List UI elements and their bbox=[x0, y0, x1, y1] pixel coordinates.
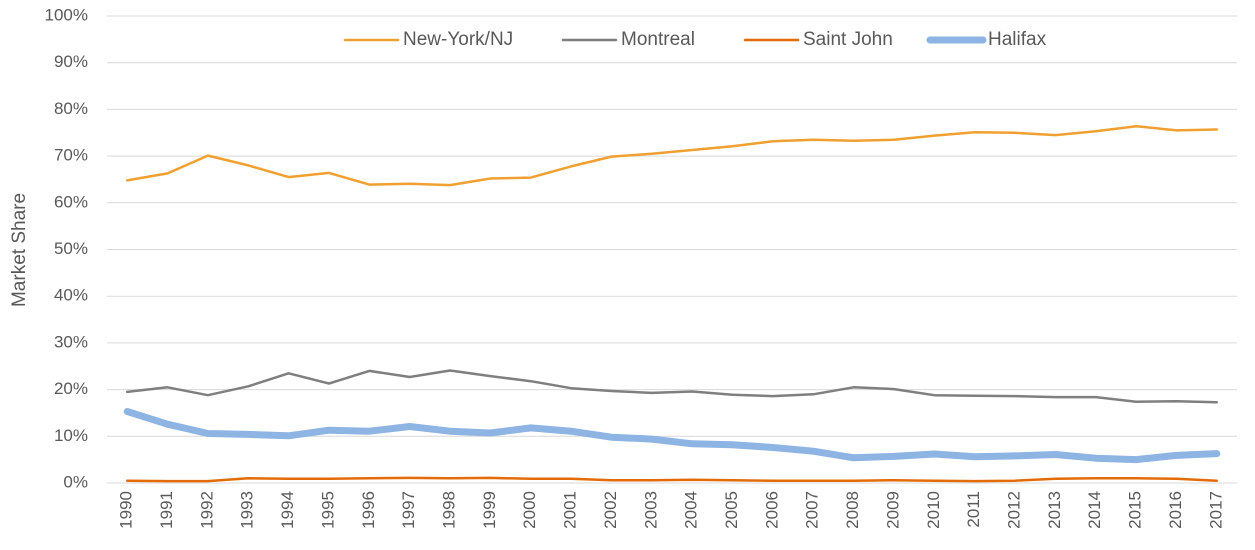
y-tick-label: 20% bbox=[54, 379, 88, 398]
x-tick-label: 2015 bbox=[1126, 491, 1145, 529]
y-tick-label: 10% bbox=[54, 426, 88, 445]
x-tick-label: 2013 bbox=[1045, 491, 1064, 529]
x-tick-label: 2017 bbox=[1206, 491, 1225, 529]
legend-label: Montreal bbox=[621, 29, 695, 50]
x-tick-label: 1991 bbox=[157, 491, 176, 529]
legend-label: New-York/NJ bbox=[403, 29, 513, 50]
x-tick-label: 2016 bbox=[1166, 491, 1185, 529]
y-axis-label: Market Share bbox=[9, 193, 30, 307]
x-tick-label: 2003 bbox=[641, 491, 660, 529]
y-tick-label: 100% bbox=[45, 5, 88, 24]
x-tick-label: 1992 bbox=[197, 491, 216, 529]
x-tick-label: 2002 bbox=[601, 491, 620, 529]
x-tick-label: 2014 bbox=[1085, 491, 1104, 529]
x-tick-label: 2010 bbox=[924, 491, 943, 529]
y-tick-label: 70% bbox=[54, 146, 88, 165]
x-tick-label: 2007 bbox=[803, 491, 822, 529]
x-tick-label: 1994 bbox=[278, 491, 297, 529]
x-tick-label: 1990 bbox=[117, 491, 136, 529]
y-tick-label: 0% bbox=[63, 472, 88, 491]
x-tick-label: 2000 bbox=[520, 491, 539, 529]
y-tick-label: 60% bbox=[54, 192, 88, 211]
y-tick-label: 80% bbox=[54, 99, 88, 118]
y-tick-label: 40% bbox=[54, 286, 88, 305]
series-line bbox=[125, 124, 1219, 187]
x-tick-label: 1993 bbox=[238, 491, 257, 529]
x-tick-label: 2008 bbox=[843, 491, 862, 529]
x-tick-label: 2005 bbox=[722, 491, 741, 529]
x-tick-label: 2001 bbox=[561, 491, 580, 529]
x-tick-label: 1997 bbox=[399, 491, 418, 529]
x-tick-label: 2009 bbox=[883, 491, 902, 529]
x-tick-label: 1995 bbox=[318, 491, 337, 529]
y-tick-label: 90% bbox=[54, 52, 88, 71]
x-tick-label: 2004 bbox=[682, 491, 701, 529]
x-tick-label: 2006 bbox=[762, 491, 781, 529]
x-tick-label: 2011 bbox=[964, 491, 983, 528]
x-tick-label: 2012 bbox=[1005, 491, 1024, 529]
legend-label: Halifax bbox=[988, 29, 1047, 50]
x-tick-label: 1998 bbox=[440, 491, 459, 529]
series-line bbox=[125, 369, 1219, 404]
y-tick-label: 30% bbox=[54, 332, 88, 351]
y-tick-label: 50% bbox=[54, 239, 88, 258]
series-line bbox=[125, 476, 1219, 483]
series-line bbox=[123, 408, 1221, 464]
x-tick-label: 1996 bbox=[359, 491, 378, 529]
x-tick-label: 1999 bbox=[480, 491, 499, 529]
legend-label: Saint John bbox=[803, 29, 893, 50]
